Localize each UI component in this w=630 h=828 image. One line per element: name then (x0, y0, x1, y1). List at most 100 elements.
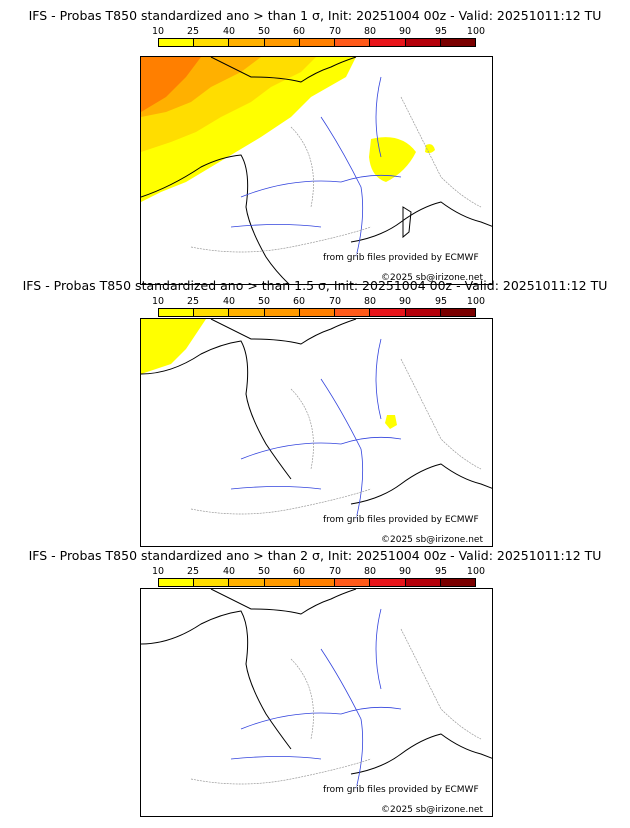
legend-color-cell (405, 579, 441, 586)
panel-title: IFS - Probas T850 standardized ano > tha… (22, 278, 608, 293)
admin-border (190, 226, 372, 253)
probability-legend: 10 25 40 50 60 70 80 90 95 100 (152, 566, 485, 594)
legend-color-bar (158, 578, 476, 587)
coastline (141, 154, 290, 284)
map-canvas (141, 319, 492, 520)
legend-color-cell (159, 39, 195, 46)
river (240, 706, 402, 730)
river (230, 224, 322, 228)
copyright-credit: ©2025 sb@irizone.net (381, 273, 483, 283)
legend-color-cell (229, 39, 265, 46)
legend-label: 50 (257, 26, 271, 37)
legend-color-cell (299, 39, 336, 46)
legend-label: 40 (222, 26, 236, 37)
coastline (141, 340, 292, 480)
legend-color-cell (440, 309, 475, 316)
copyright-credit: ©2025 sb@irizone.net (381, 805, 483, 815)
admin-border (400, 628, 482, 740)
admin-border (190, 758, 372, 785)
coastline (350, 201, 492, 243)
legend-label: 80 (363, 296, 377, 307)
legend-label: 100 (466, 26, 486, 37)
legend-label: 50 (257, 566, 271, 577)
probability-area (385, 415, 397, 429)
river (320, 648, 364, 790)
legend-label: 60 (292, 566, 306, 577)
legend-color-cell (229, 309, 265, 316)
legend-color-cell (335, 39, 371, 46)
legend-color-cell (264, 309, 300, 316)
panel-2: IFS - Probas T850 standardized ano > tha… (0, 278, 630, 548)
legend-color-cell (264, 579, 300, 586)
legend-color-cell (370, 579, 406, 586)
river (230, 486, 322, 490)
coastline (402, 206, 412, 239)
admin-border (290, 658, 314, 740)
legend-label: 95 (434, 566, 448, 577)
legend-color-cell (335, 309, 371, 316)
legend-label: 90 (398, 26, 412, 37)
legend-label: 60 (292, 296, 306, 307)
legend-color-cell (440, 579, 475, 586)
river (375, 608, 382, 690)
legend-label: 80 (363, 566, 377, 577)
legend-color-cell (194, 39, 230, 46)
legend-label: 10 (151, 296, 165, 307)
panel-title: IFS - Probas T850 standardized ano > tha… (28, 8, 602, 23)
legend-color-cell (370, 309, 406, 316)
legend-label: 95 (434, 26, 448, 37)
legend-label: 70 (328, 296, 342, 307)
admin-border (400, 96, 482, 208)
admin-border (290, 388, 314, 470)
river (320, 116, 364, 258)
legend-label: 70 (328, 26, 342, 37)
panel-title: IFS - Probas T850 standardized ano > tha… (28, 548, 602, 563)
legend-label: 100 (466, 296, 486, 307)
data-source-credit: from grib files provided by ECMWF (323, 785, 479, 795)
map-canvas (141, 57, 492, 284)
legend-color-cell (159, 579, 195, 586)
legend-label: 70 (328, 566, 342, 577)
probability-area (141, 319, 206, 374)
legend-color-cell (335, 579, 371, 586)
probability-map: from grib files provided by ECMWF ©2025 … (140, 318, 493, 547)
data-source-credit: from grib files provided by ECMWF (323, 253, 479, 263)
legend-color-cell (229, 579, 265, 586)
legend-label: 90 (398, 566, 412, 577)
river (240, 174, 402, 198)
admin-border (290, 126, 314, 208)
probability-map: from grib files provided by ECMWF ©2025 … (140, 56, 493, 285)
legend-label: 80 (363, 26, 377, 37)
legend-label: 60 (292, 26, 306, 37)
coastline (210, 57, 357, 83)
legend-label: 10 (151, 26, 165, 37)
probability-area (369, 137, 416, 182)
legend-labels: 10 25 40 50 60 70 80 90 95 100 (152, 26, 485, 37)
legend-label: 25 (186, 566, 200, 577)
coastline (350, 733, 492, 775)
copyright-credit: ©2025 sb@irizone.net (381, 535, 483, 545)
legend-color-cell (370, 39, 406, 46)
map-canvas (141, 589, 492, 790)
probability-legend: 10 25 40 50 60 70 80 90 95 100 (152, 26, 485, 54)
river (375, 338, 382, 420)
legend-label: 95 (434, 296, 448, 307)
river (240, 436, 402, 460)
legend-color-bar (158, 308, 476, 317)
legend-label: 25 (186, 296, 200, 307)
legend-label: 100 (466, 566, 486, 577)
legend-color-cell (299, 309, 336, 316)
panel-1: IFS - Probas T850 standardized ano > tha… (0, 8, 630, 285)
data-source-credit: from grib files provided by ECMWF (323, 515, 479, 525)
coastline (210, 319, 357, 345)
legend-color-cell (405, 309, 441, 316)
coastline (210, 589, 357, 615)
legend-label: 50 (257, 296, 271, 307)
river (375, 76, 382, 158)
legend-label: 90 (398, 296, 412, 307)
legend-label: 10 (151, 566, 165, 577)
probability-area (141, 57, 201, 112)
river (320, 378, 364, 520)
legend-color-cell (194, 309, 230, 316)
river (230, 756, 322, 760)
